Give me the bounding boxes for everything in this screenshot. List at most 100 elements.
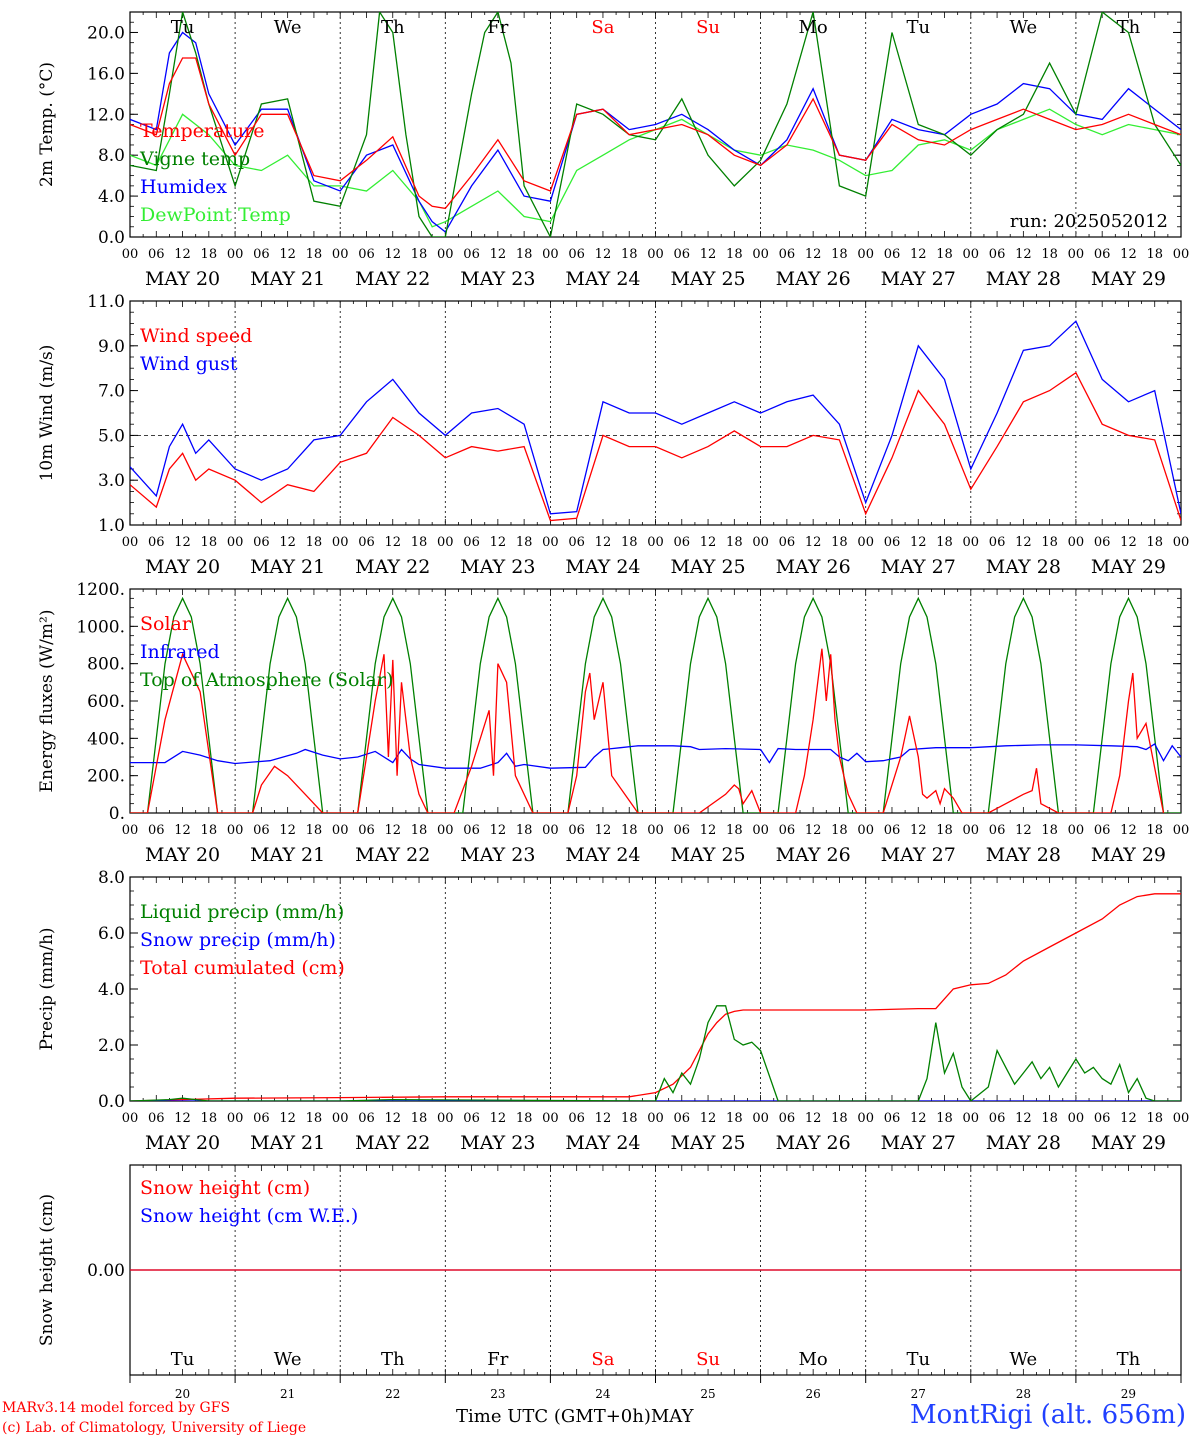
hour-tick-label: 12 [700, 823, 717, 838]
weekday-label-top: We [1010, 17, 1038, 38]
hour-tick-label: 06 [1094, 823, 1111, 838]
hour-tick-label: 00 [332, 1111, 349, 1126]
hour-tick-label: 18 [411, 823, 428, 838]
y-tick-label: 800. [87, 655, 125, 675]
hour-tick-label: 18 [726, 247, 743, 262]
y-tick-label: 2.0 [98, 1036, 125, 1056]
hour-tick-label: 18 [831, 247, 848, 262]
series-line [130, 893, 1181, 1101]
date-label: MAY 28 [986, 844, 1061, 866]
hour-tick-label: 12 [384, 823, 401, 838]
hour-tick-label: 06 [779, 247, 796, 262]
hour-tick-label: 12 [174, 823, 191, 838]
date-label: MAY 21 [250, 556, 325, 578]
y-tick-label: 0.00 [87, 1261, 125, 1281]
hour-tick-label: 06 [253, 1111, 270, 1126]
hour-tick-label: 18 [1146, 535, 1163, 550]
y-tick-label: 9.0 [98, 337, 125, 357]
hour-tick-label: 12 [805, 535, 822, 550]
date-label: MAY 25 [670, 1132, 745, 1154]
hour-tick-label: 12 [700, 247, 717, 262]
y-tick-label: 0.0 [98, 228, 125, 248]
hour-tick-label: 06 [989, 247, 1006, 262]
y-tick-label: 1.0 [98, 516, 125, 536]
hour-tick-label: 00 [857, 247, 874, 262]
hour-tick-label: 18 [831, 535, 848, 550]
hour-tick-label: 00 [332, 823, 349, 838]
hour-tick-label: 06 [463, 247, 480, 262]
hour-tick-label: 18 [201, 535, 218, 550]
weekday-label-bottom: Sa [591, 1349, 614, 1370]
hour-tick-label: 12 [384, 535, 401, 550]
hour-tick-label: 00 [1068, 823, 1085, 838]
hour-tick-label: 06 [884, 1111, 901, 1126]
hour-tick-label: 18 [201, 1111, 218, 1126]
y-tick-label: 1000. [76, 617, 125, 637]
hour-tick-label: 12 [910, 247, 927, 262]
time-axis-label: Time UTC (GMT+0h)MAY [456, 1406, 693, 1427]
legend-entry: Vigne temp [139, 148, 250, 170]
hour-tick-label: 12 [910, 535, 927, 550]
hour-tick-label: 18 [516, 535, 533, 550]
hour-tick-label: 00 [647, 1111, 664, 1126]
date-label: MAY 28 [986, 268, 1061, 290]
legend-entry: Wind gust [140, 353, 238, 375]
weekday-label-bottom: We [1010, 1349, 1038, 1370]
hour-tick-label: 12 [700, 535, 717, 550]
hour-tick-label: 06 [253, 535, 270, 550]
hour-tick-label: 18 [306, 823, 323, 838]
hour-tick-label: 00 [1068, 247, 1085, 262]
y-tick-label: 11.0 [87, 292, 125, 312]
hour-tick-label: 12 [595, 1111, 612, 1126]
day-number-label: 27 [911, 1387, 926, 1401]
hour-tick-label: 18 [1041, 247, 1058, 262]
y-axis-label: Precip (mm/h) [37, 927, 57, 1050]
weekday-label-bottom: Su [696, 1349, 720, 1370]
hour-tick-label: 18 [621, 535, 638, 550]
run-label: run: 2025052012 [1010, 211, 1168, 232]
legend-entry: Snow precip (mm/h) [140, 929, 336, 951]
hour-tick-label: 18 [411, 247, 428, 262]
hour-tick-label: 00 [437, 1111, 454, 1126]
hour-tick-label: 00 [963, 1111, 980, 1126]
hour-tick-label: 18 [411, 535, 428, 550]
y-tick-label: 5.0 [98, 426, 125, 446]
hour-tick-label: 18 [1041, 1111, 1058, 1126]
hour-tick-label: 00 [1173, 535, 1190, 550]
date-label: MAY 29 [1091, 1132, 1166, 1154]
hour-tick-label: 06 [1094, 247, 1111, 262]
hour-tick-label: 12 [490, 1111, 507, 1126]
weekday-label-top: Mo [799, 17, 828, 38]
date-label: MAY 29 [1091, 556, 1166, 578]
date-label: MAY 26 [776, 1132, 851, 1154]
hour-tick-label: 00 [437, 535, 454, 550]
hour-tick-label: 18 [621, 823, 638, 838]
date-label: MAY 20 [145, 268, 220, 290]
hour-tick-label: 12 [174, 247, 191, 262]
day-number-label: 23 [490, 1387, 505, 1401]
y-tick-label: 6.0 [98, 924, 125, 944]
y-axis-label: 2m Temp. (°C) [37, 62, 57, 187]
day-number-label: 26 [806, 1387, 821, 1401]
date-label: MAY 27 [881, 844, 956, 866]
day-number-label: 20 [175, 1387, 190, 1401]
weekday-label-top: Su [696, 17, 720, 38]
hour-tick-label: 18 [306, 535, 323, 550]
hour-tick-label: 00 [857, 823, 874, 838]
date-label: MAY 25 [670, 268, 745, 290]
date-label: MAY 24 [565, 844, 640, 866]
y-tick-label: 1200. [76, 580, 125, 600]
day-number-label: 21 [280, 1387, 295, 1401]
hour-tick-label: 18 [516, 823, 533, 838]
hour-tick-label: 06 [568, 1111, 585, 1126]
hour-tick-label: 06 [989, 1111, 1006, 1126]
hour-tick-label: 06 [568, 823, 585, 838]
hour-tick-label: 06 [358, 535, 375, 550]
hour-tick-label: 00 [542, 247, 559, 262]
hour-tick-label: 00 [963, 247, 980, 262]
hour-tick-label: 18 [1146, 247, 1163, 262]
hour-tick-label: 00 [227, 1111, 244, 1126]
y-tick-label: 3.0 [98, 471, 125, 491]
date-label: MAY 20 [145, 844, 220, 866]
hour-tick-label: 12 [1015, 535, 1032, 550]
